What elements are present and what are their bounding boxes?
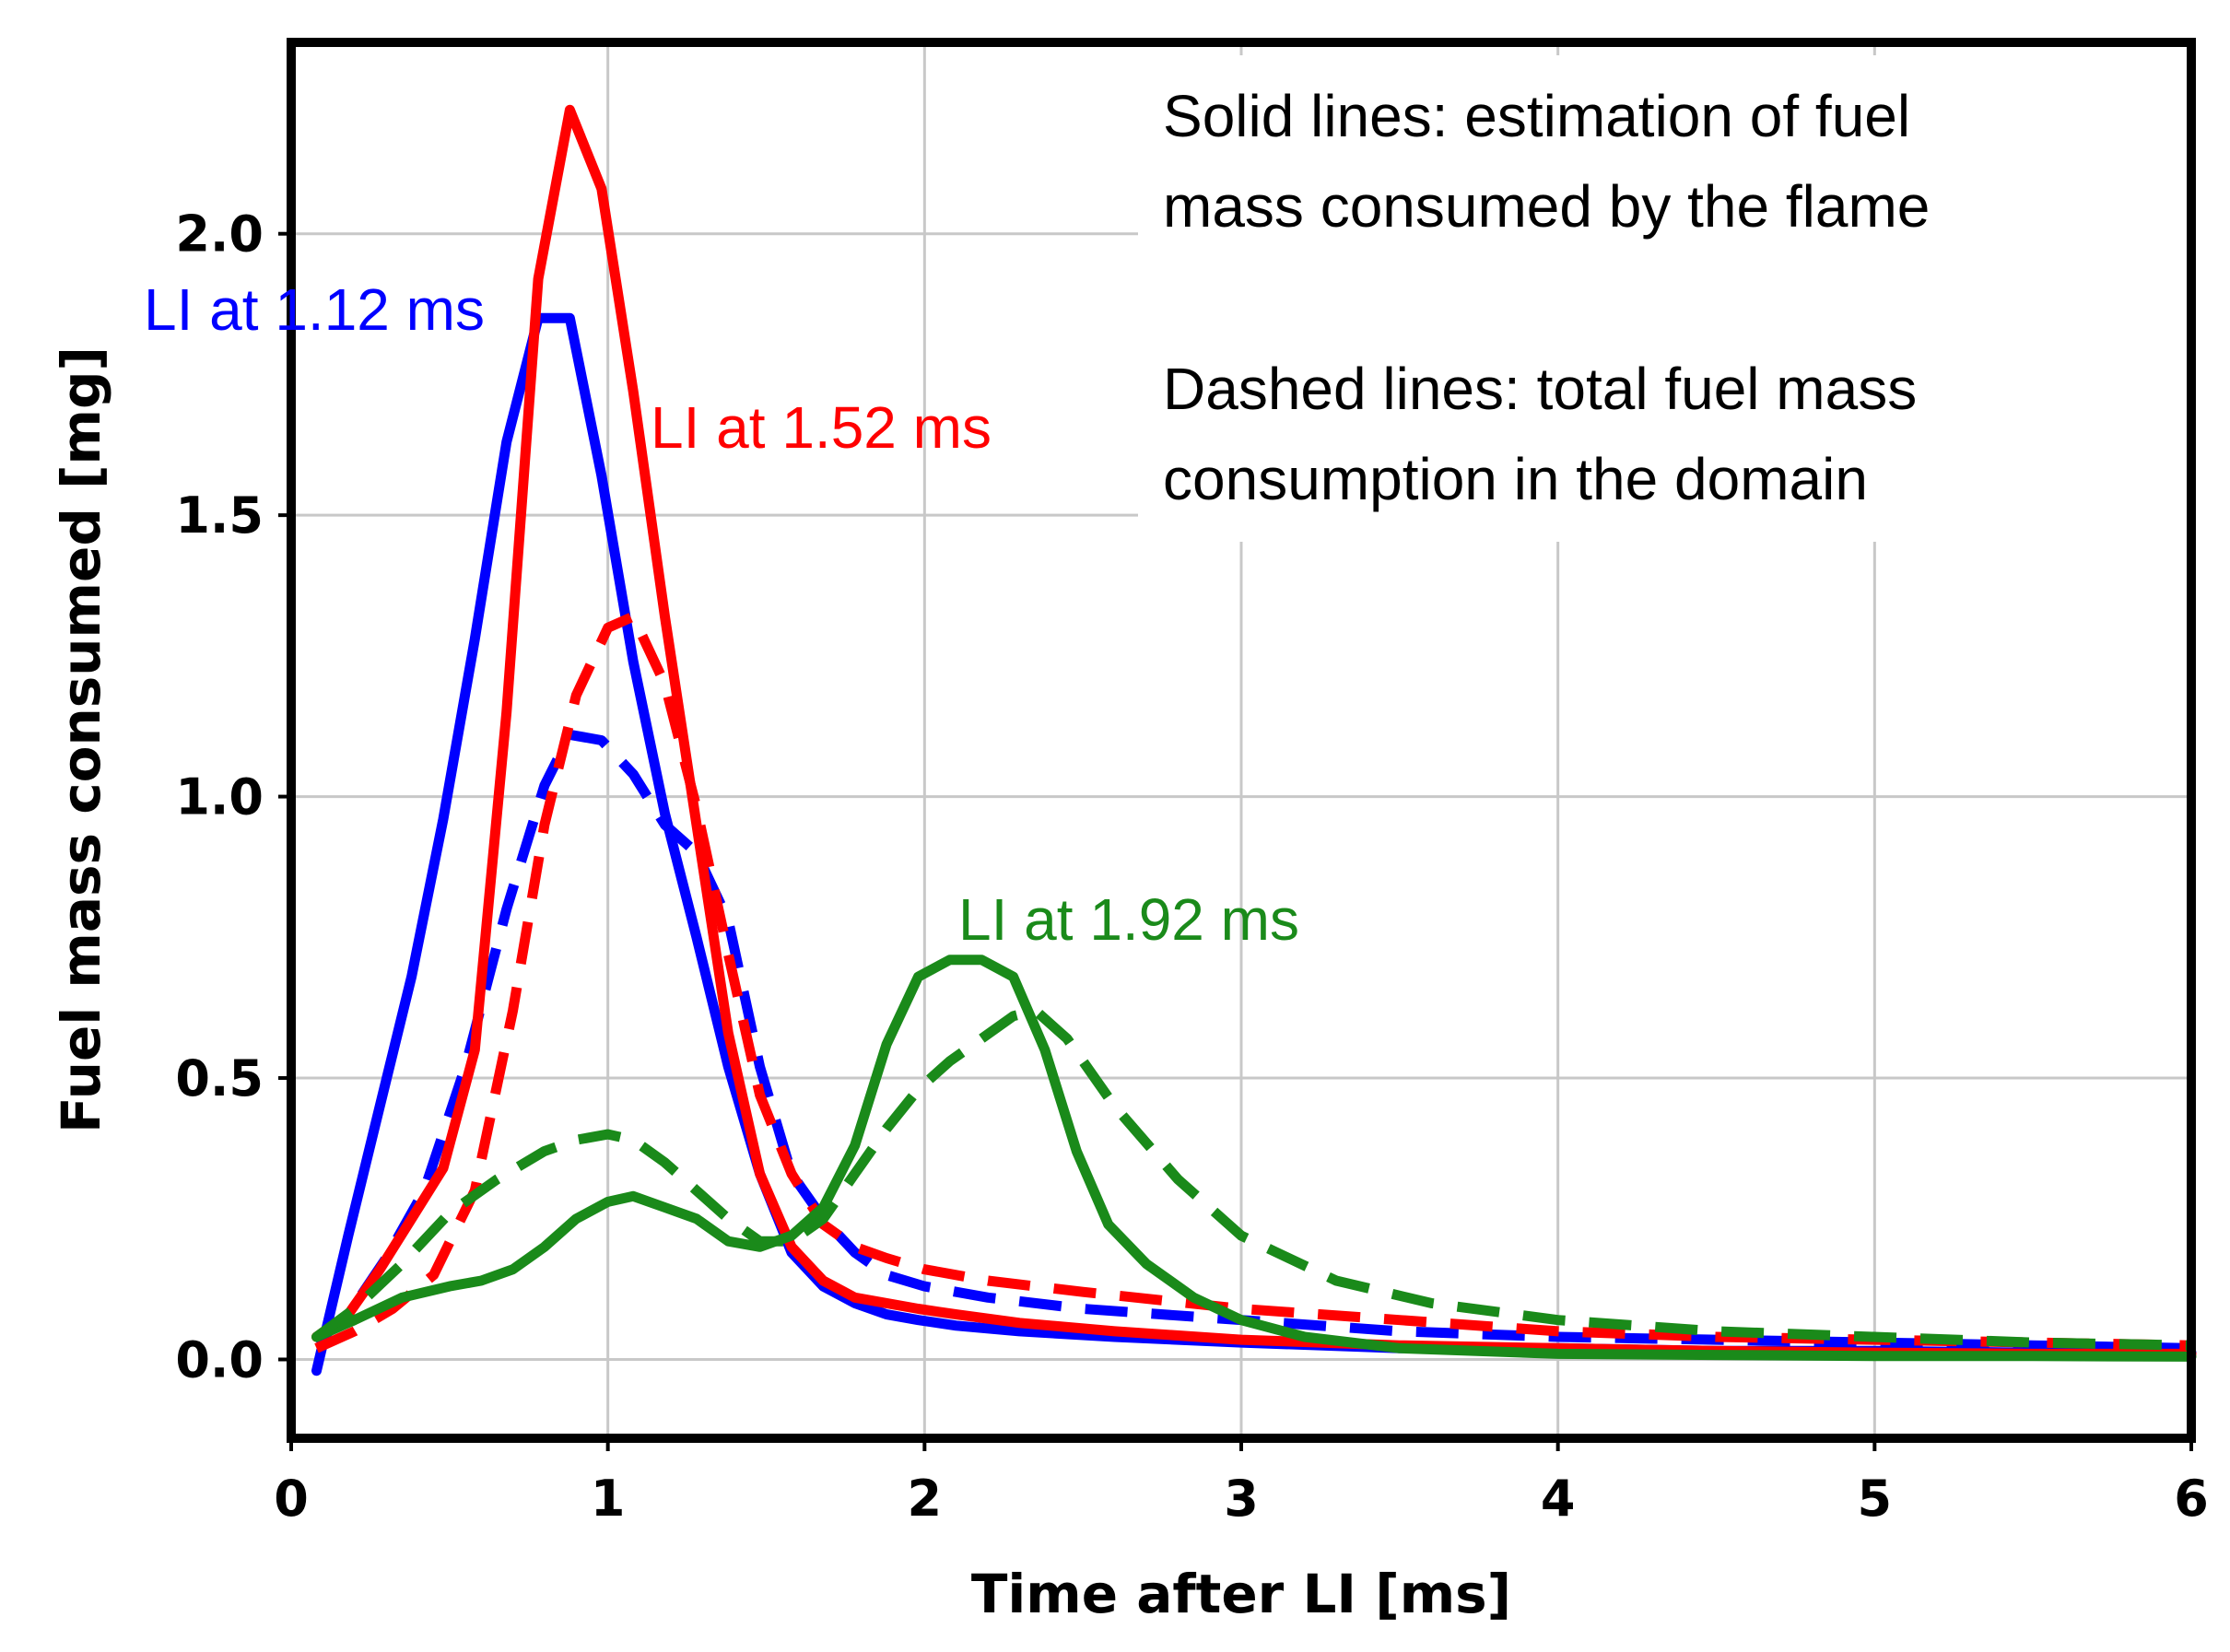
- y-tick-label: 1.5: [175, 486, 264, 545]
- x-tick-label: 2: [908, 1470, 943, 1528]
- y-tick-labels: 0.0 0.5 1.0 1.5 2.0: [175, 205, 264, 1389]
- x-tick-label: 6: [2174, 1470, 2209, 1528]
- series-line-1-dashed: [312, 729, 2192, 1353]
- x-tick-label: 1: [591, 1470, 626, 1528]
- annotation-dashed-line1: Dashed lines: total fuel mass: [1163, 356, 1917, 422]
- x-tick-label: 4: [1541, 1470, 1576, 1528]
- series-line-3-dashed: [314, 611, 2192, 1353]
- annotation-solid-line2: mass consumed by the flame: [1163, 173, 1930, 240]
- x-tick-label: 0: [274, 1470, 309, 1528]
- y-tick-label: 0.0: [175, 1330, 264, 1388]
- x-tick-labels: 0 1 2 3 4 5 6: [274, 1470, 2209, 1528]
- y-tick-label: 1.0: [175, 768, 264, 826]
- y-tick-label: 0.5: [175, 1049, 264, 1107]
- series-line-4-solid: [311, 955, 2197, 1362]
- annotation-dashed-line2: consumption in the domain: [1163, 446, 1868, 512]
- plot-lines: [311, 104, 2197, 1377]
- annotation-solid-line1: Solid lines: estimation of fuel: [1163, 83, 1910, 149]
- x-tick-label: 3: [1224, 1470, 1259, 1528]
- series-label-red: LI at 1.52 ms: [651, 394, 992, 461]
- x-axis-label: Time after LI [ms]: [971, 1563, 1511, 1625]
- x-tick-label: 5: [1858, 1470, 1893, 1528]
- annotation-background: [1138, 55, 2190, 542]
- y-tick-label: 2.0: [175, 205, 264, 264]
- series-label-green: LI at 1.92 ms: [958, 886, 1299, 953]
- y-axis-label: Fuel mass consumed [mg]: [50, 346, 112, 1133]
- series-line-5-dashed: [313, 1005, 2192, 1351]
- tick-marks: [278, 231, 2193, 1451]
- series-label-blue: LI at 1.12 ms: [144, 276, 485, 343]
